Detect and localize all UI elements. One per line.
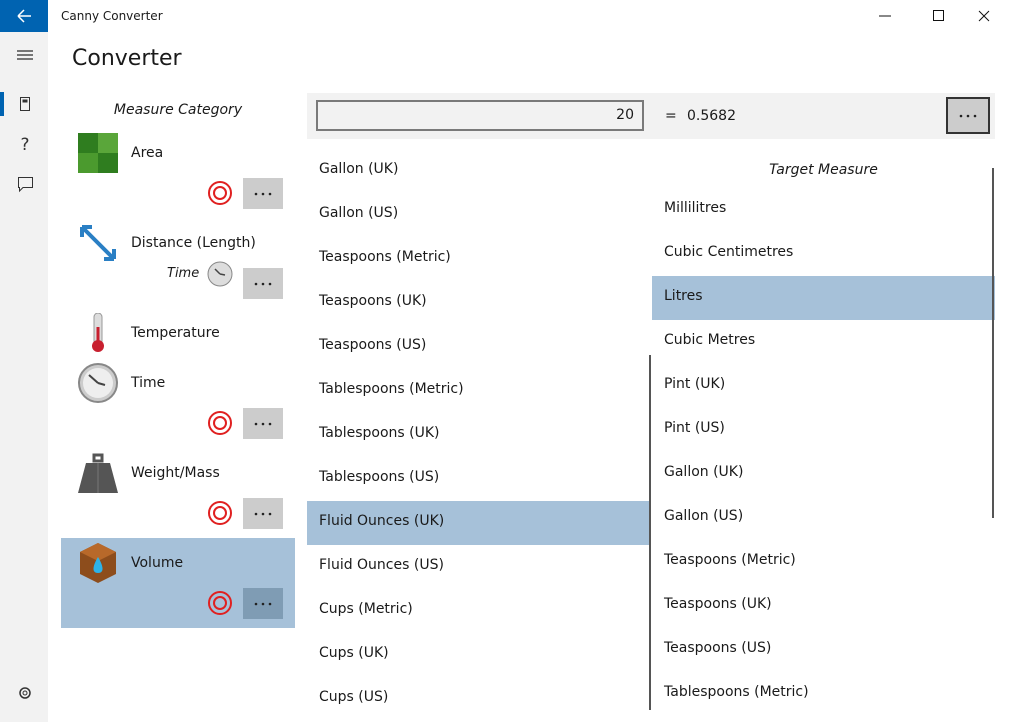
list-item-label: Cups (UK) (319, 645, 389, 661)
page-title: Converter (72, 46, 182, 71)
list-item-label: Pint (UK) (664, 376, 726, 392)
list-item[interactable]: Gallon (US) (652, 496, 995, 540)
category-icon (78, 453, 118, 497)
more-button[interactable] (243, 268, 283, 299)
category-item[interactable]: Time (61, 358, 295, 448)
list-item[interactable]: Gallon (UK) (307, 149, 651, 193)
target-header: Target Measure (769, 162, 878, 178)
list-item[interactable]: Teaspoons (UK) (307, 281, 651, 325)
category-item[interactable]: Distance (Length) Time (61, 218, 295, 308)
category-label: Distance (Length) (131, 235, 256, 251)
target-scrollbar (992, 168, 994, 518)
svg-text:?: ? (20, 135, 29, 155)
list-item-label: Teaspoons (UK) (319, 293, 427, 309)
category-sublabel: Time (167, 266, 200, 281)
list-item[interactable]: Cups (US) (307, 677, 651, 721)
category-icon (78, 223, 118, 267)
list-item-label: Teaspoons (UK) (664, 596, 772, 612)
list-item-label: Tablespoons (US) (319, 469, 440, 485)
list-item[interactable]: Teaspoons (Metric) (307, 237, 651, 281)
window-controls[interactable] (870, 0, 1009, 32)
category-icon (78, 363, 118, 407)
list-item-label: Pint (US) (664, 420, 725, 436)
favorite-button[interactable] (207, 180, 233, 206)
favorite-button[interactable] (207, 500, 233, 526)
time-icon (207, 261, 233, 291)
list-item-label: Tablespoons (Metric) (319, 381, 464, 397)
list-item[interactable]: Cups (Metric) (307, 589, 651, 633)
more-button[interactable] (243, 178, 283, 209)
category-label: Time (131, 375, 166, 391)
list-item[interactable]: Cubic Centimetres (652, 232, 995, 276)
category-icon (78, 312, 118, 357)
list-item[interactable]: Tablespoons (US) (307, 457, 651, 501)
list-item[interactable]: Teaspoons (US) (307, 325, 651, 369)
list-item-label: Tablespoons (Metric) (664, 684, 809, 700)
category-list: Area Distance (Length) Time Temperature Time… (61, 128, 295, 628)
list-item-label: Teaspoons (Metric) (319, 249, 451, 265)
list-item-label: Millilitres (664, 200, 727, 216)
list-item-label: Cubic Metres (664, 332, 756, 348)
list-item-label: Teaspoons (US) (319, 337, 427, 353)
list-item[interactable]: Cups (UK) (307, 633, 651, 677)
list-item[interactable]: Gallon (US) (307, 193, 651, 237)
category-header: Measure Category (113, 102, 243, 118)
list-item[interactable]: Tablespoons (Metric) (652, 672, 995, 716)
category-icon (78, 543, 118, 587)
converter-bar: 20 = 0.5682 (307, 93, 995, 139)
list-item-label: Teaspoons (Metric) (664, 552, 796, 568)
list-item[interactable]: Fluid Ounces (UK) (307, 501, 651, 545)
target-list: Millilitres Cubic Centimetres Litres Cubic … (652, 188, 995, 722)
nav-pane: ? (0, 32, 48, 722)
window-title: Canny Converter (61, 9, 163, 23)
list-item-label: Cups (Metric) (319, 601, 413, 617)
list-item[interactable]: Gallon (UK) (652, 452, 995, 496)
category-icon (78, 133, 118, 177)
list-item-label: Gallon (US) (319, 205, 399, 221)
list-item-label: Gallon (UK) (664, 464, 744, 480)
list-item[interactable]: Fluid Ounces (US) (307, 545, 651, 589)
list-item[interactable]: Teaspoons (US) (652, 628, 995, 672)
favorite-button[interactable] (207, 590, 233, 616)
list-item-label: Gallon (UK) (319, 161, 399, 177)
list-item[interactable]: Millilitres (652, 188, 995, 232)
back-button[interactable] (0, 0, 48, 32)
category-label: Temperature (131, 325, 220, 341)
category-label: Weight/Mass (131, 465, 220, 481)
list-item[interactable]: Teaspoons (Metric) (652, 540, 995, 584)
source-scrollbar (649, 355, 651, 710)
list-item[interactable]: Pint (UK) (652, 364, 995, 408)
list-item-label: Cubic Centimetres (664, 244, 794, 260)
list-item[interactable]: Pint (US) (652, 408, 995, 452)
category-item[interactable]: Area (61, 128, 295, 218)
list-item-label: Gallon (US) (664, 508, 744, 524)
more-button[interactable] (243, 588, 283, 619)
list-item-label: Fluid Ounces (UK) (319, 513, 445, 529)
favorite-button[interactable] (207, 410, 233, 436)
result-value: 0.5682 (687, 108, 736, 124)
list-item[interactable]: Cubic Metres (652, 320, 995, 364)
category-item[interactable]: Weight/Mass (61, 448, 295, 538)
list-item[interactable]: Tablespoons (UK) (307, 413, 651, 457)
category-label: Volume (131, 555, 184, 571)
category-item[interactable]: Volume (61, 538, 295, 628)
list-item-label: Cups (US) (319, 689, 389, 705)
more-button[interactable] (243, 408, 283, 439)
list-item[interactable]: Litres (652, 276, 995, 320)
more-button[interactable] (946, 97, 990, 134)
category-item[interactable]: Temperature (61, 308, 295, 358)
source-list: Gallon (UK) Gallon (US) Teaspoons (Metric)… (307, 149, 651, 722)
list-item[interactable]: Tablespoons (Metric) (307, 369, 651, 413)
category-label: Area (131, 145, 164, 161)
list-item-label: Teaspoons (US) (664, 640, 772, 656)
more-button[interactable] (243, 498, 283, 529)
list-item-label: Litres (664, 288, 703, 304)
list-item-label: Tablespoons (UK) (319, 425, 440, 441)
equals-sign: = (665, 108, 677, 124)
list-item-label: Fluid Ounces (US) (319, 557, 444, 573)
input-box[interactable]: 20 (316, 100, 644, 131)
list-item[interactable]: Teaspoons (UK) (652, 584, 995, 628)
